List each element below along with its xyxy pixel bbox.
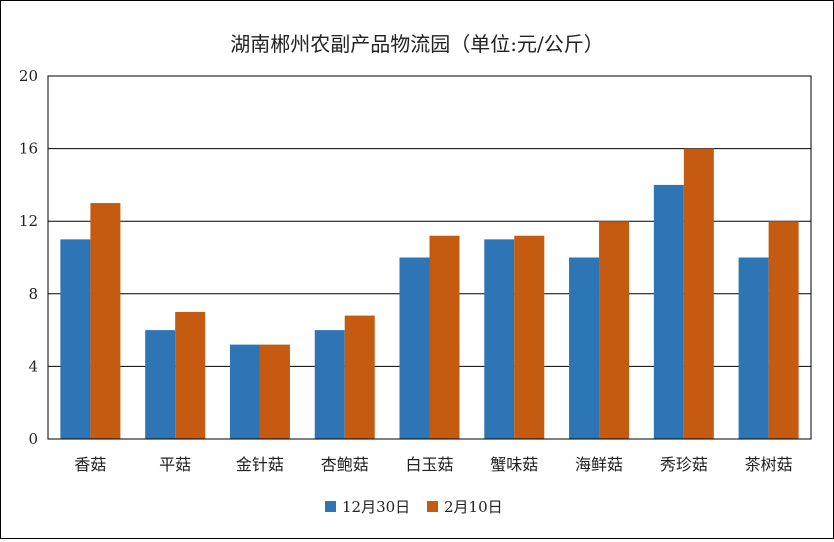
bar bbox=[429, 235, 460, 439]
x-category-label: 秀珍菇 bbox=[660, 455, 708, 474]
bar bbox=[768, 221, 799, 439]
bars bbox=[60, 148, 799, 439]
y-tick-label: 12 bbox=[19, 212, 38, 230]
bar bbox=[259, 344, 290, 439]
x-category-label: 茶树菇 bbox=[745, 455, 793, 474]
bar bbox=[569, 257, 600, 439]
bar bbox=[145, 330, 176, 439]
bar bbox=[399, 257, 430, 439]
x-category-label: 白玉菇 bbox=[405, 455, 453, 474]
x-category-label: 海鲜菇 bbox=[575, 455, 623, 474]
y-tick-label: 16 bbox=[19, 140, 38, 158]
bar bbox=[738, 257, 769, 439]
x-category-label: 杏鲍菇 bbox=[321, 455, 369, 474]
legend-label: 12月30日 bbox=[342, 498, 410, 516]
x-category-label: 香菇 bbox=[74, 455, 106, 474]
x-category-label: 金针菇 bbox=[236, 455, 284, 474]
legend-swatch bbox=[427, 501, 438, 512]
bar bbox=[683, 148, 714, 439]
bar bbox=[484, 239, 515, 439]
legend-label: 2月10日 bbox=[444, 498, 503, 516]
y-tick-label: 4 bbox=[28, 357, 38, 375]
bar bbox=[314, 330, 345, 439]
y-tick-label: 20 bbox=[19, 67, 38, 85]
y-tick-label: 0 bbox=[28, 430, 38, 448]
chart-title: 湖南郴州农副产品物流园（单位:元/公斤） bbox=[230, 32, 603, 56]
legend: 12月30日 2月10日 bbox=[325, 498, 503, 516]
bar bbox=[60, 239, 91, 439]
legend-swatch bbox=[325, 501, 336, 512]
bar bbox=[175, 311, 206, 439]
y-tick-label: 8 bbox=[28, 285, 38, 303]
bar bbox=[344, 315, 375, 439]
bar bbox=[599, 221, 630, 439]
x-category-label: 平菇 bbox=[159, 455, 191, 474]
plot-area-border bbox=[47, 75, 812, 440]
bar bbox=[514, 235, 545, 439]
bar bbox=[229, 344, 260, 439]
x-category-label: 蟹味菇 bbox=[490, 455, 538, 474]
bar bbox=[90, 203, 121, 439]
y-axis: 0 4 8 12 16 20 bbox=[19, 67, 38, 448]
bar bbox=[653, 184, 684, 439]
x-axis: 香菇 平菇 金针菇 杏鲍菇 白玉菇 蟹味菇 海鲜菇 秀珍菇 茶树菇 bbox=[74, 455, 792, 474]
